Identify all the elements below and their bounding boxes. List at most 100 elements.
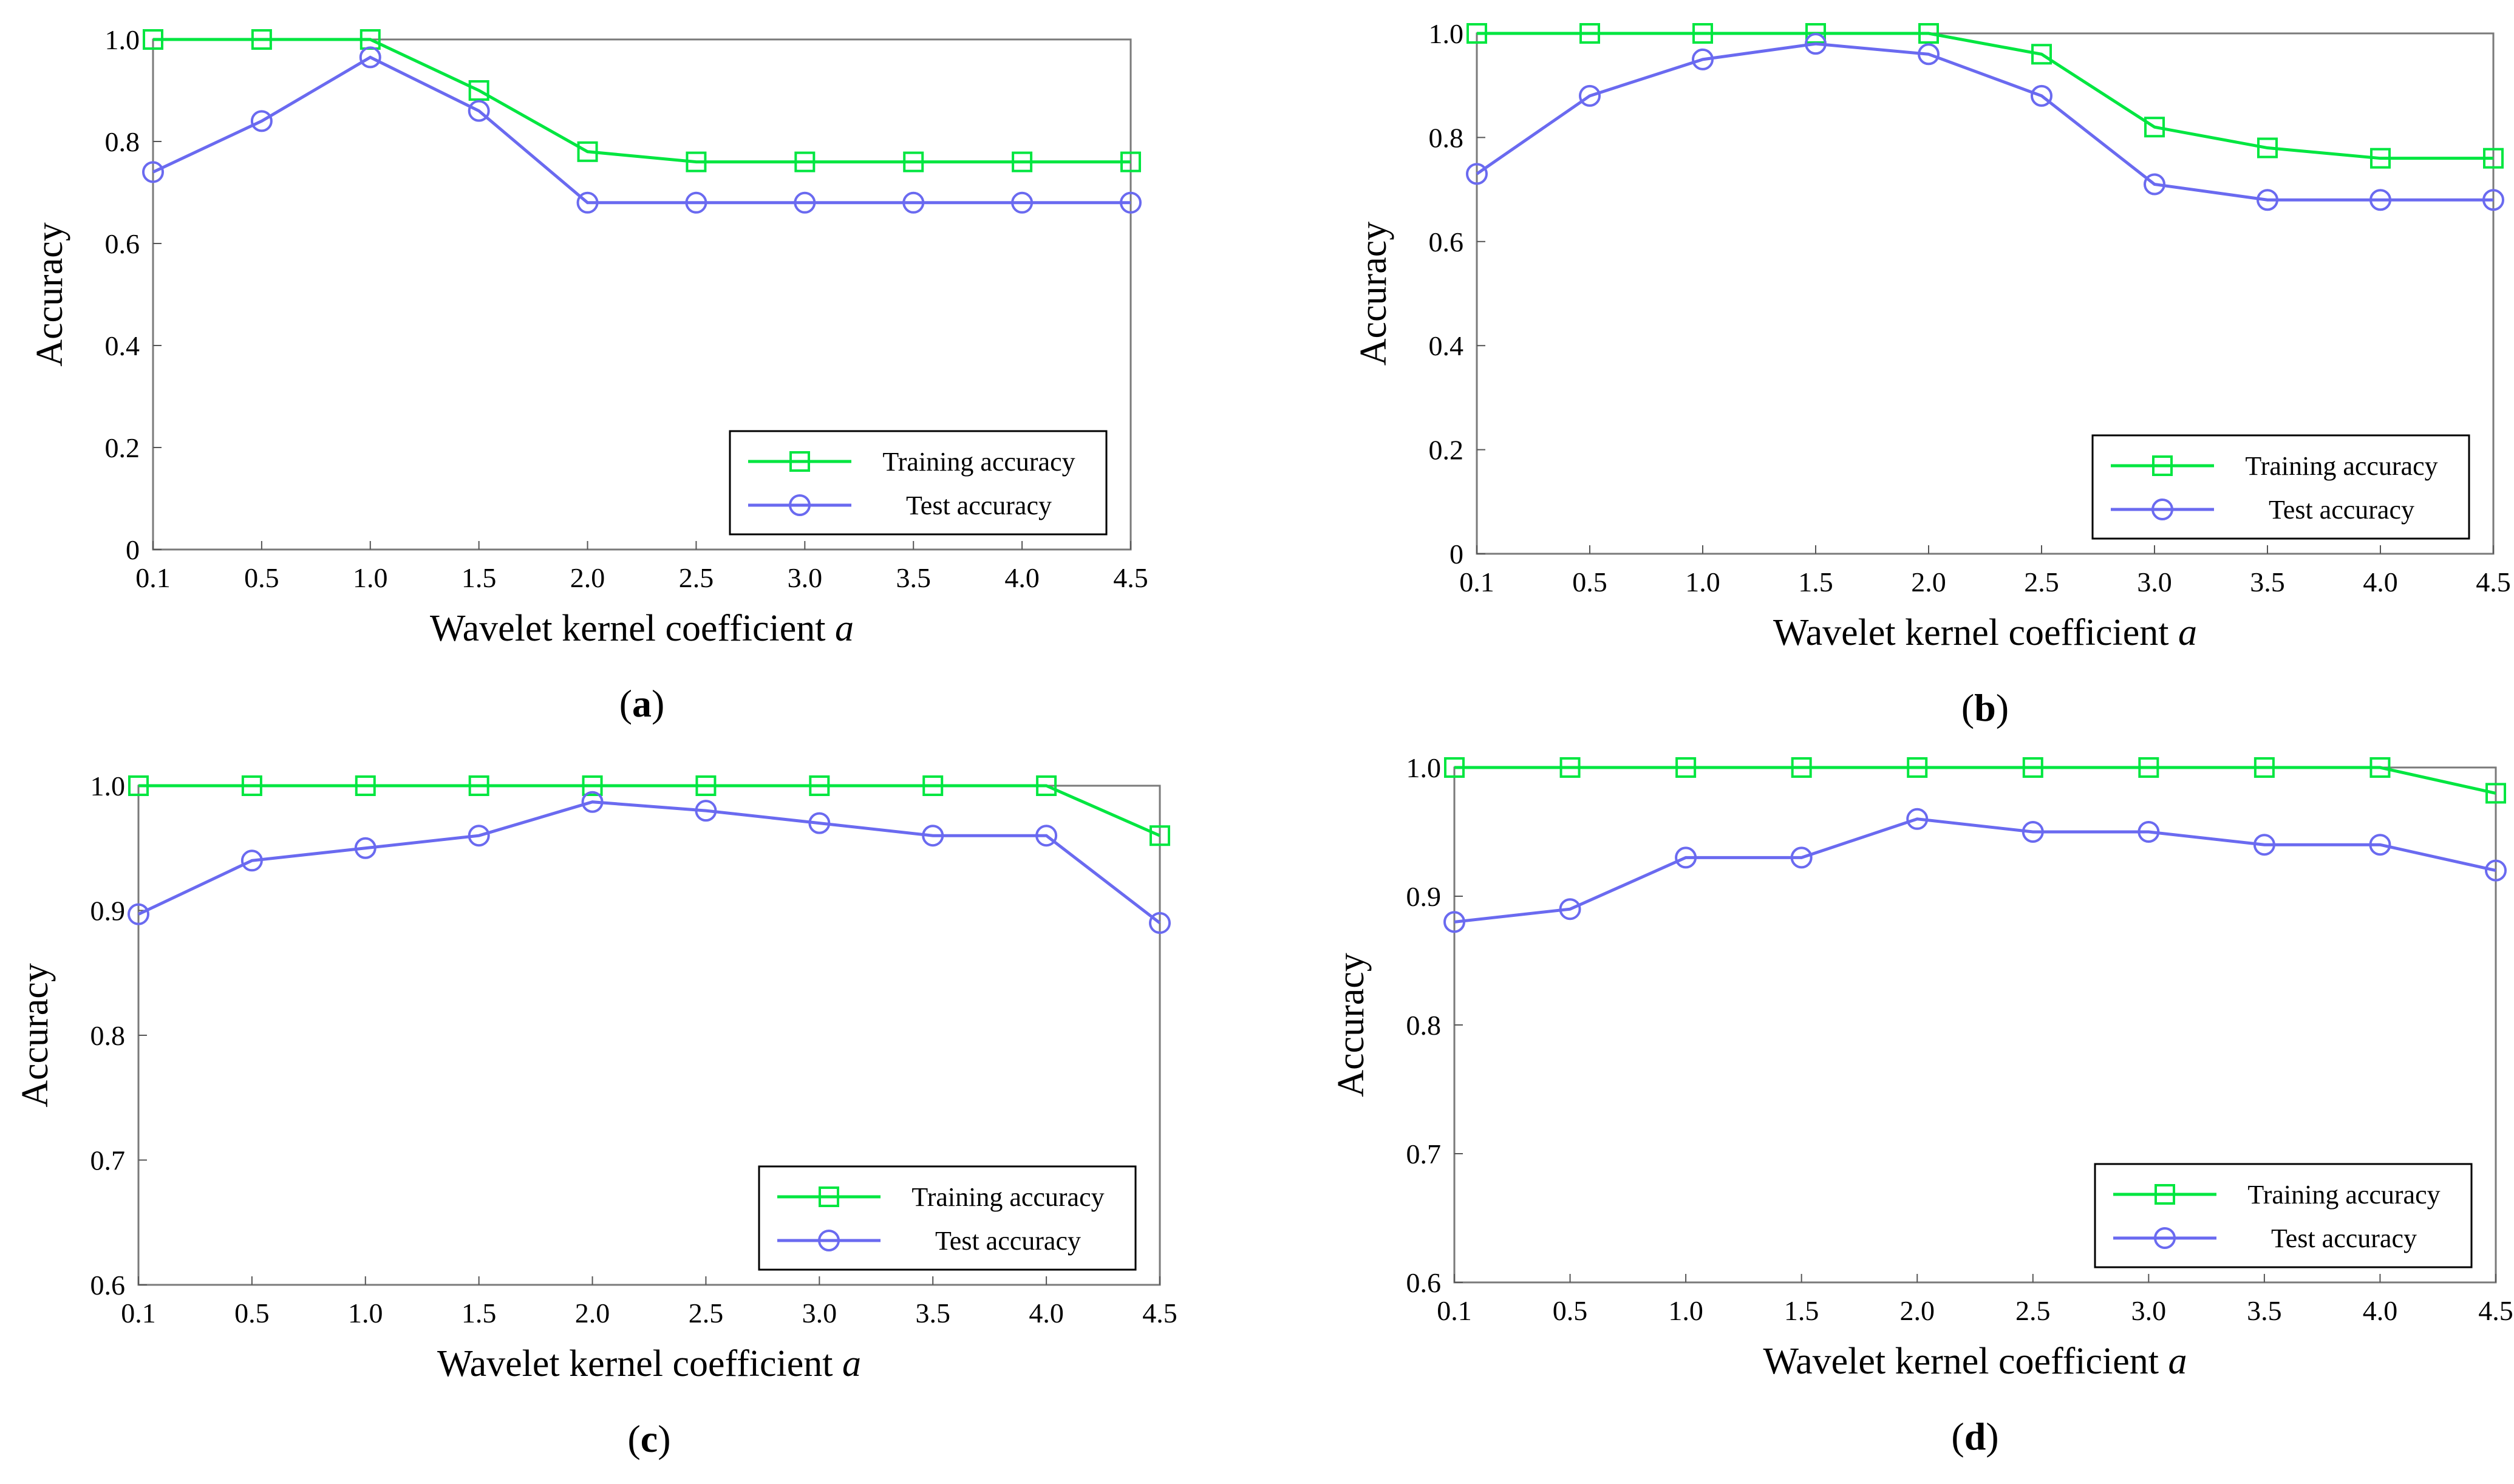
training-accuracy-point (809, 775, 830, 796)
training-accuracy-point (1012, 151, 1033, 172)
chart-c-svg: 0.6 0.7 0.8 0.9 1.0 0.1 0.5 1.0 1.5 2.0 2.5 3.0 3.5 4… (15, 771, 1177, 1460)
test-accuracy-point (2257, 189, 2278, 211)
training-accuracy-point (128, 775, 149, 796)
test-accuracy-line (1454, 817, 2496, 924)
legend-square-marker (2152, 455, 2173, 476)
test-accuracy-point (1149, 912, 1171, 934)
y-tick-label: 1.0 (1429, 18, 1464, 49)
y-axis-label: Accuracy (1330, 953, 1372, 1097)
x-tick-label: 3.5 (896, 562, 931, 593)
x-tick-label: 0.1 (1459, 567, 1494, 597)
training-accuracy-point (1791, 757, 1812, 778)
y-tick-label: 0.6 (90, 1270, 126, 1301)
x-tick-label: 2.5 (2015, 1295, 2051, 1326)
test-accuracy-point (2369, 834, 2391, 856)
x-axis-label: Wavelet kernel coefficient a (1773, 612, 2197, 653)
x-tick-label: 3.0 (2137, 567, 2172, 597)
legend-box (2094, 1163, 2473, 1268)
test-accuracy-line (152, 55, 1131, 205)
test-accuracy-point (794, 191, 816, 214)
x-tick-label: 0.5 (1572, 567, 1607, 597)
y-tick-label: 0.2 (1429, 435, 1464, 466)
x-tick-label: 1.5 (462, 562, 497, 593)
x-tick-label: 1.5 (1798, 567, 1833, 597)
x-tick-label: 4.5 (1142, 1298, 1177, 1329)
test-accuracy-point (1011, 191, 1034, 214)
x-tick-label: 4.0 (1004, 562, 1040, 593)
test-accuracy-point (2138, 821, 2160, 843)
y-tick-label: 0.6 (1429, 226, 1464, 257)
training-accuracy-point (468, 80, 489, 101)
test-accuracy-point (808, 812, 831, 834)
test-accuracy-point (1692, 48, 1714, 70)
legend-circle-marker (2151, 499, 2173, 520)
y-tick-label: 0.8 (105, 126, 140, 157)
training-accuracy-point (2022, 757, 2043, 778)
chart-panel-b: 0 0.2 0.4 0.6 0.8 1.0 0.1 0.5 1.0 1.5 2.0 2.5 3.0 3.5… (1257, 0, 2514, 742)
x-tick-label: 1.0 (353, 562, 388, 593)
panel-caption: (b) (1961, 686, 2009, 729)
x-axis-variable: a (2168, 1341, 2187, 1382)
x-tick-label: 3.0 (2131, 1295, 2167, 1326)
test-accuracy-point (2485, 859, 2507, 882)
legend-training-label: Training accuracy (882, 447, 1075, 477)
x-tick-label: 4.0 (2363, 1295, 2398, 1326)
x-tick-label: 4.0 (2363, 567, 2398, 597)
chart-b-svg: 0 0.2 0.4 0.6 0.8 1.0 0.1 0.5 1.0 1.5 2.0 2.5 3.0 3.5… (1353, 18, 2511, 729)
plot-frame (1476, 32, 2495, 555)
test-accuracy-point (1035, 825, 1058, 847)
x-tick-label: 1.5 (462, 1298, 497, 1329)
x-tick-label: 0.1 (135, 562, 171, 593)
training-accuracy-point (2257, 137, 2278, 158)
training-accuracy-point (2370, 148, 2391, 169)
legend-test-label: Test accuracy (906, 491, 1052, 520)
x-tick-label: 4.5 (2476, 567, 2511, 597)
legend-training-label: Training accuracy (911, 1182, 1104, 1212)
x-tick-label: 2.0 (1911, 567, 1946, 597)
training-accuracy-point (1559, 757, 1581, 778)
training-accuracy-point (1675, 757, 1697, 778)
x-tick-label: 3.0 (802, 1298, 837, 1329)
legend-circle-marker (818, 1230, 840, 1251)
training-accuracy-point (2138, 757, 2159, 778)
y-tick-label: 0.9 (1406, 881, 1442, 912)
test-accuracy-point (250, 110, 273, 132)
training-accuracy-point (695, 775, 717, 796)
training-accuracy-point (251, 29, 272, 50)
x-tick-label: 3.5 (2250, 567, 2285, 597)
x-axis-label: Wavelet kernel coefficient a (430, 608, 854, 649)
y-tick-label: 0.7 (90, 1145, 126, 1176)
test-accuracy-point (359, 46, 381, 69)
legend-training-label: Training accuracy (2247, 1180, 2440, 1210)
test-accuracy-point (922, 825, 944, 847)
test-accuracy-point (240, 849, 263, 872)
x-tick-label: 3.5 (2247, 1295, 2282, 1326)
y-tick-label: 0.8 (90, 1020, 126, 1051)
test-accuracy-point (685, 191, 707, 214)
legend-box (758, 1165, 1137, 1271)
y-tick-label: 0.7 (1406, 1139, 1442, 1169)
x-tick-label: 0.5 (244, 562, 279, 593)
legend-circle-marker (2154, 1227, 2176, 1249)
test-accuracy-point (2253, 834, 2275, 856)
training-accuracy-point (1120, 151, 1141, 172)
training-accuracy-point (1150, 825, 1170, 846)
training-accuracy-point (2253, 757, 2275, 778)
x-tick-label: 0.1 (121, 1298, 156, 1329)
training-accuracy-point (355, 775, 376, 796)
test-accuracy-point (468, 100, 490, 122)
y-tick-label: 0 (1449, 539, 1463, 570)
training-accuracy-point (143, 29, 163, 50)
legend-box (729, 430, 1108, 536)
chart-d-svg: 0.6 0.7 0.8 0.9 1.0 0.1 0.5 1.0 1.5 2.0 2.5 3.0 3.5 4… (1330, 752, 2513, 1458)
y-axis-label: Accuracy (15, 963, 56, 1108)
legend-square-marker (789, 451, 810, 472)
x-tick-label: 0.5 (1553, 1295, 1588, 1326)
training-accuracy-point (468, 775, 489, 796)
y-tick-label: 0.8 (1429, 122, 1464, 153)
training-accuracy-point (686, 151, 707, 172)
chart-panel-a: 0 0.2 0.4 0.6 0.8 1.0 0.1 0.5 1.0 1.5 2.0 2.5 3.0 3.5… (0, 0, 1257, 742)
x-tick-label: 2.0 (1899, 1295, 1935, 1326)
panel-caption: (a) (619, 682, 665, 725)
training-accuracy-point (2483, 148, 2504, 169)
